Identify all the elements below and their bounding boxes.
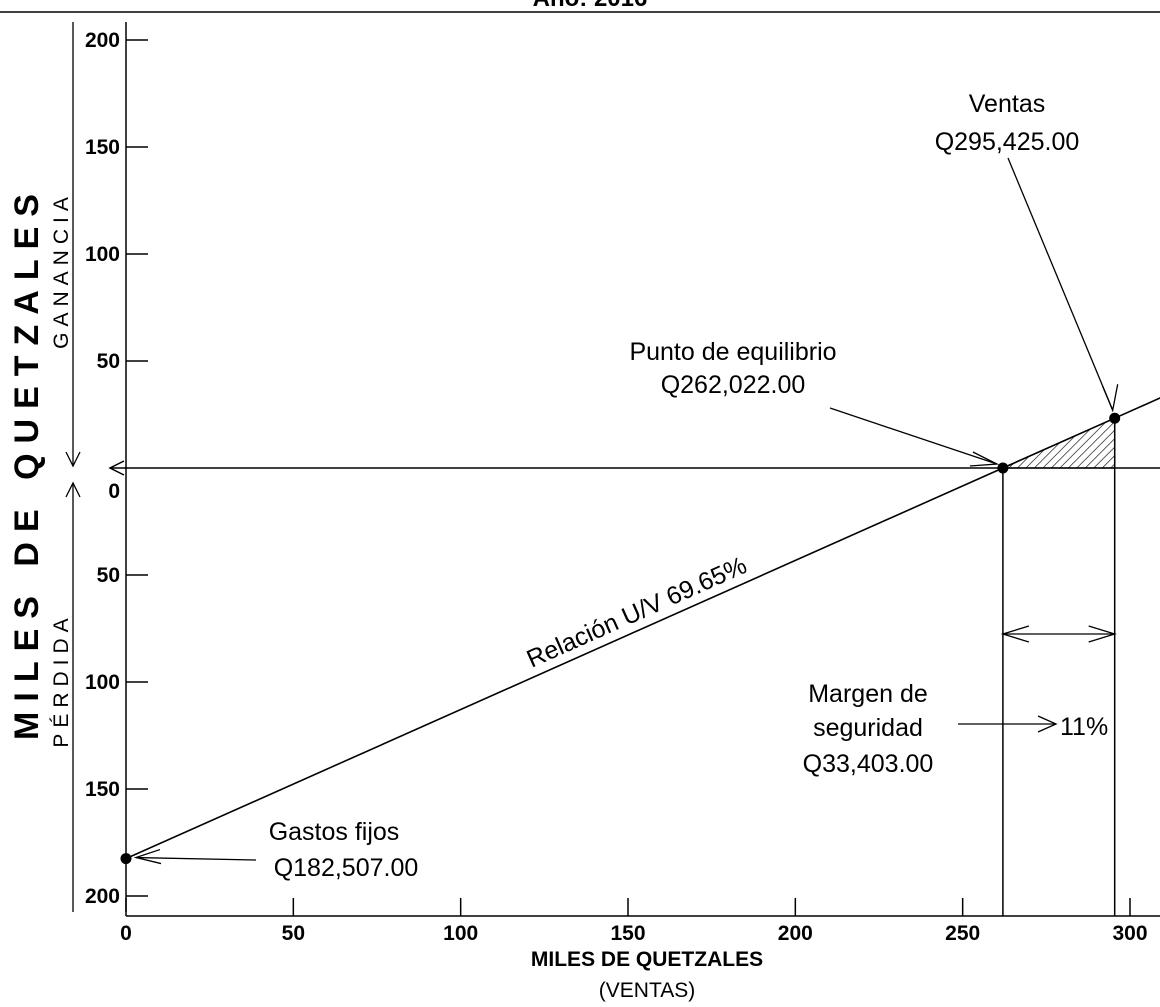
y-tick-label: 200 <box>85 29 120 52</box>
zero-line <box>108 460 1160 476</box>
y-tick-label: 150 <box>85 778 120 801</box>
equilibrio-label-1: Punto de equilibrio <box>629 338 836 366</box>
y-tick-label: 200 <box>85 885 120 908</box>
ventas-pointer <box>1007 157 1119 413</box>
chart-title: Año: 2016 <box>533 0 648 12</box>
margen-label-1: Margen de <box>808 680 928 708</box>
margen-label-3: Q33,403.00 <box>803 750 934 778</box>
relacion-label: Relación U/V 69.65% <box>523 551 751 673</box>
y-tick-label: 50 <box>97 564 120 587</box>
x-axis: 0 50 100 150 200 250 300 <box>120 898 1160 945</box>
y-axis: 0 50 100 150 200 50 100 150 200 <box>85 22 148 912</box>
y-axis-label-profit: GANANCIA <box>50 191 73 349</box>
x-axis-label: MILES DE QUETZALES <box>531 948 763 971</box>
y-axis-label: MILES DE QUETZALES <box>8 184 46 740</box>
y-tick-label: 100 <box>85 243 120 266</box>
x-axis-sublabel: (VENTAS) <box>599 979 695 1002</box>
profit-arrow <box>65 22 81 468</box>
x-tick-label: 50 <box>282 922 305 945</box>
ventas-pointer-head <box>1102 384 1119 413</box>
point-ventas <box>1109 412 1121 424</box>
y-tick-label: 50 <box>97 350 120 373</box>
margen-label-2: seguridad <box>813 714 923 742</box>
x-tick-label: 0 <box>120 922 132 945</box>
gastos-pointer-line <box>135 856 257 861</box>
x-tick-label: 250 <box>945 922 980 945</box>
y-tick-label: 150 <box>85 136 120 159</box>
series-line <box>125 397 1160 860</box>
point-equilibrio <box>997 462 1009 474</box>
margin-double-arrow <box>1000 625 1117 643</box>
margen-pointer-head <box>1037 715 1058 733</box>
gastos-pointer <box>133 848 257 865</box>
margin-arrow-left-head <box>1000 625 1030 643</box>
x-tick-label: 200 <box>778 922 813 945</box>
y-axis-label-loss: PÉRDIDA <box>50 612 73 747</box>
gastos-label-1: Gastos fijos <box>269 818 400 846</box>
point-gastos-fijos <box>120 853 132 865</box>
ventas-label-2: Q295,425.00 <box>935 128 1080 156</box>
ventas-label-1: Ventas <box>969 90 1045 118</box>
x-tick-label: 300 <box>1112 922 1147 945</box>
ventas-pointer-line <box>1007 157 1114 411</box>
equilibrio-pointer <box>829 407 1000 467</box>
x-tick-label: 150 <box>610 922 645 945</box>
y-tick-label: 100 <box>85 671 120 694</box>
x-tick-label: 100 <box>443 922 478 945</box>
equilibrio-pointer-head <box>969 451 1000 467</box>
margen-pointer <box>958 715 1058 733</box>
gastos-label-2: Q182,507.00 <box>274 854 419 882</box>
equilibrio-pointer-line <box>829 407 998 465</box>
gastos-pointer-head <box>133 848 162 865</box>
margin-arrow-right-head <box>1088 625 1117 643</box>
equilibrio-label-2: Q262,022.00 <box>661 371 806 399</box>
y-tick-label: 0 <box>108 480 120 503</box>
loss-arrow <box>65 481 81 912</box>
margen-percent: 11% <box>1060 713 1108 741</box>
